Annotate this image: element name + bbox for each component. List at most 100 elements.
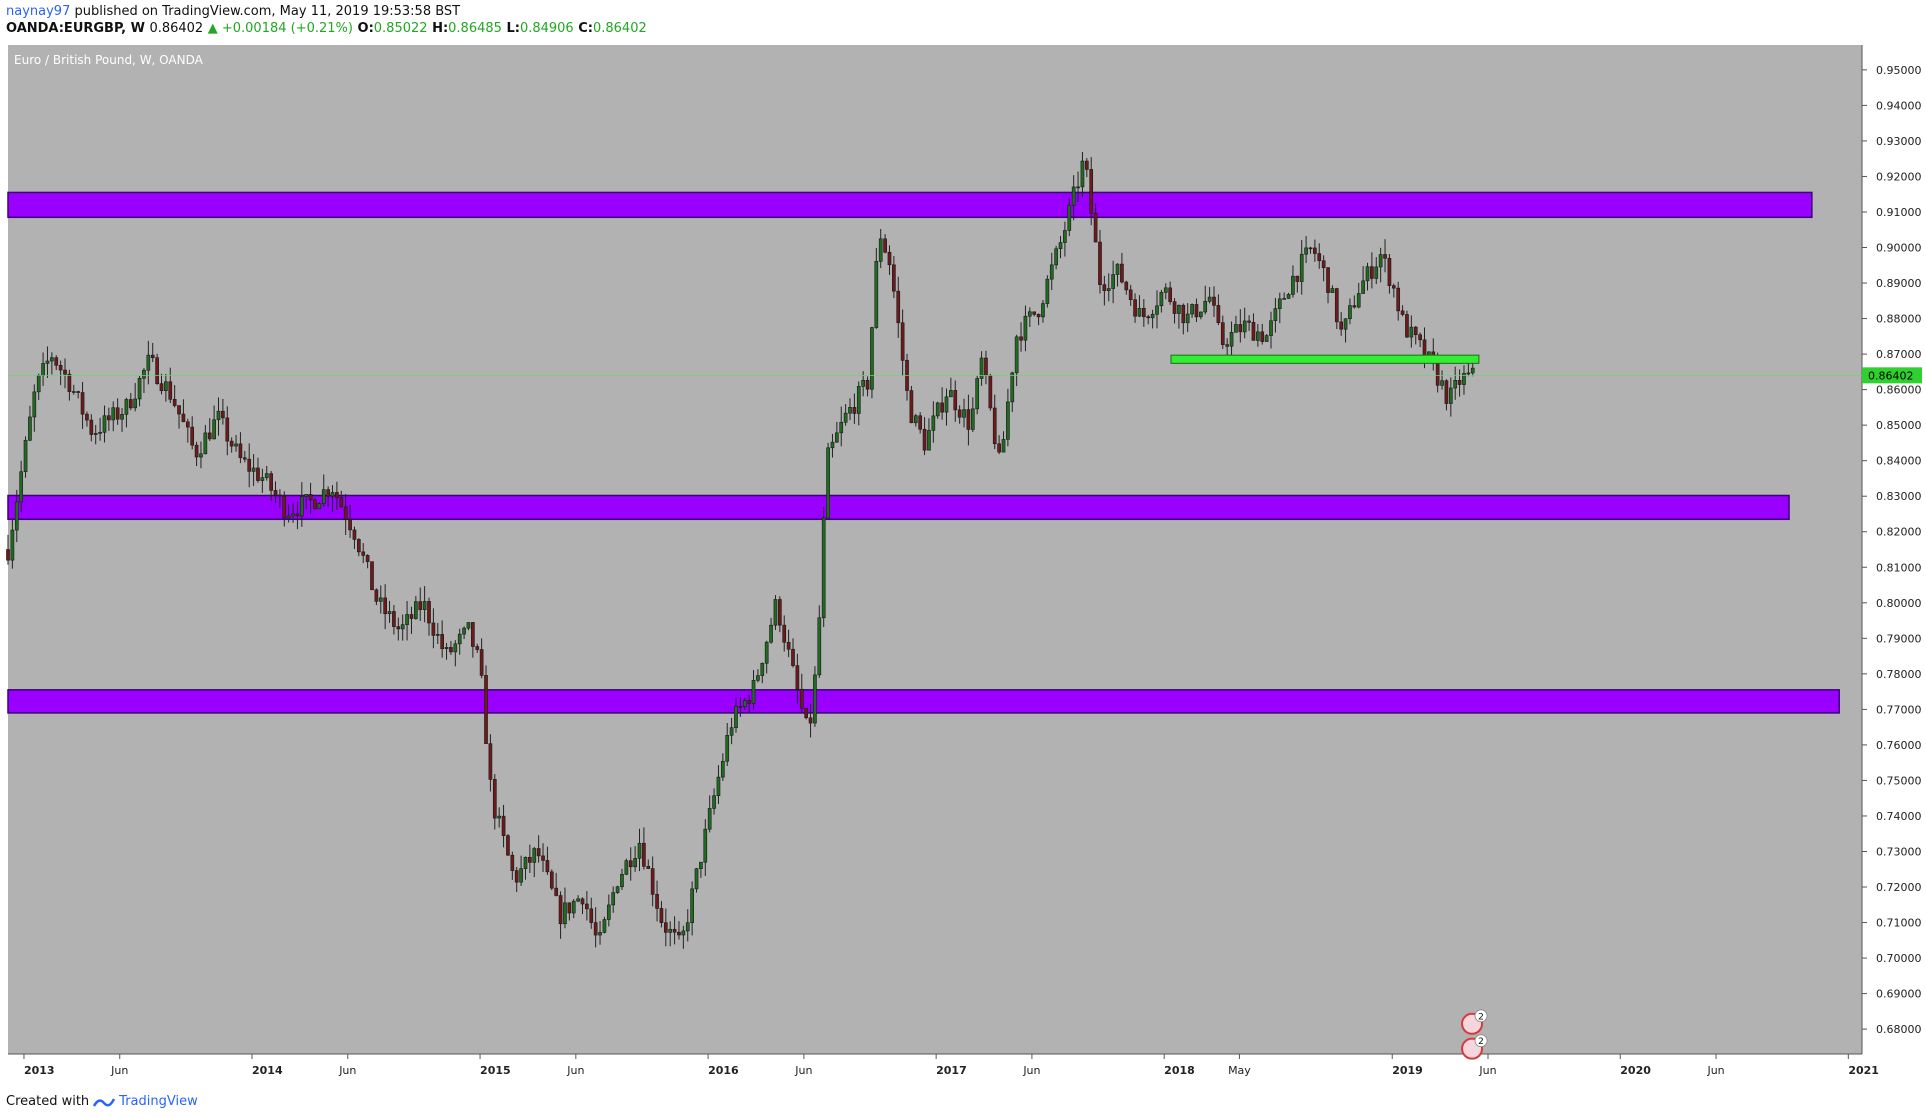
x-tick-label: Jun bbox=[794, 1064, 812, 1077]
candle bbox=[418, 601, 423, 610]
candle bbox=[1093, 212, 1098, 243]
candle bbox=[207, 432, 212, 440]
candle bbox=[392, 611, 396, 627]
candle bbox=[63, 369, 67, 375]
candle bbox=[1036, 314, 1041, 318]
candle bbox=[571, 900, 576, 914]
candle bbox=[1299, 253, 1304, 282]
candle bbox=[1071, 186, 1076, 206]
candle bbox=[1146, 316, 1151, 319]
candle bbox=[628, 860, 633, 868]
candle bbox=[497, 815, 502, 819]
candle bbox=[1142, 307, 1146, 318]
candle bbox=[756, 675, 760, 681]
candle bbox=[523, 856, 528, 869]
candle bbox=[799, 688, 804, 709]
candle bbox=[76, 391, 81, 393]
zone-lower[interactable] bbox=[7, 689, 1840, 714]
candle bbox=[185, 421, 190, 428]
price-chart[interactable]: Euro / British Pound, W, OANDA 0.95000 0.9… bbox=[0, 40, 1926, 1088]
created-with-text: Created with bbox=[6, 1094, 90, 1109]
candle bbox=[988, 375, 993, 409]
candle bbox=[1212, 296, 1216, 306]
candle bbox=[1418, 334, 1422, 341]
candle bbox=[335, 492, 339, 498]
candle bbox=[769, 624, 773, 643]
candle bbox=[1207, 296, 1212, 302]
candle bbox=[295, 513, 300, 517]
candle bbox=[1199, 311, 1203, 318]
candle bbox=[637, 842, 642, 859]
candle bbox=[1291, 275, 1295, 295]
candle bbox=[909, 390, 914, 424]
candle bbox=[120, 414, 124, 420]
price-change: ▲ +0.00184 (+0.21%) bbox=[207, 21, 353, 36]
candle bbox=[1256, 331, 1260, 341]
candle bbox=[14, 501, 19, 531]
candle bbox=[396, 626, 401, 630]
candle bbox=[1027, 311, 1032, 317]
last-price-label: 0.86402 bbox=[1868, 369, 1914, 382]
resistance-zone-upper[interactable] bbox=[7, 191, 1813, 219]
candle bbox=[1396, 287, 1401, 312]
candle bbox=[953, 390, 958, 411]
candle bbox=[826, 447, 830, 519]
tradingview-brand[interactable]: TradingView bbox=[119, 1094, 198, 1109]
candle bbox=[1045, 278, 1050, 304]
candle bbox=[585, 903, 589, 910]
candle bbox=[1462, 373, 1466, 385]
candle bbox=[107, 415, 111, 421]
candle bbox=[1444, 380, 1449, 404]
y-tick-label: 0.78000 bbox=[1876, 668, 1922, 681]
candle bbox=[1387, 257, 1392, 286]
candle bbox=[1470, 367, 1475, 374]
candle bbox=[1124, 281, 1129, 291]
candle bbox=[558, 895, 563, 925]
candle bbox=[427, 601, 431, 624]
y-tick-label: 0.68000 bbox=[1876, 1023, 1922, 1036]
candle bbox=[602, 919, 607, 933]
candle bbox=[738, 706, 743, 708]
candle bbox=[234, 443, 238, 447]
candle bbox=[299, 496, 304, 517]
candle bbox=[1225, 344, 1229, 347]
candle bbox=[615, 886, 620, 893]
candle bbox=[1080, 160, 1085, 188]
candle bbox=[229, 440, 234, 447]
zone-middle[interactable] bbox=[7, 494, 1790, 521]
candle bbox=[155, 357, 159, 384]
candle bbox=[471, 622, 475, 647]
y-tick-label: 0.75000 bbox=[1876, 774, 1922, 787]
candle bbox=[1041, 303, 1045, 318]
candle bbox=[278, 494, 282, 497]
candle bbox=[707, 808, 712, 830]
candle bbox=[111, 407, 116, 421]
candle bbox=[681, 930, 686, 936]
candle bbox=[1150, 313, 1155, 319]
event-count: 2 bbox=[1478, 1012, 1484, 1022]
candle bbox=[247, 458, 252, 472]
candle bbox=[1374, 266, 1379, 279]
candle bbox=[1076, 186, 1080, 189]
y-tick-label: 0.86000 bbox=[1876, 384, 1922, 397]
price-axis[interactable] bbox=[1862, 45, 1926, 1054]
y-tick-label: 0.82000 bbox=[1876, 526, 1922, 539]
y-tick-label: 0.89000 bbox=[1876, 277, 1922, 290]
support-zone[interactable] bbox=[1170, 354, 1480, 364]
candle bbox=[501, 815, 506, 836]
candle bbox=[878, 238, 883, 262]
author-link[interactable]: naynay97 bbox=[6, 4, 71, 19]
candle bbox=[89, 419, 94, 435]
candle bbox=[808, 717, 813, 724]
candle bbox=[1168, 287, 1172, 302]
candle bbox=[238, 443, 243, 459]
candle bbox=[1102, 284, 1107, 291]
candle bbox=[225, 417, 230, 442]
candle bbox=[830, 441, 835, 449]
candle bbox=[659, 908, 664, 923]
candle bbox=[1111, 274, 1115, 289]
candle bbox=[1295, 275, 1300, 282]
candle bbox=[887, 251, 892, 266]
candle bbox=[58, 365, 63, 371]
candle bbox=[221, 410, 225, 419]
